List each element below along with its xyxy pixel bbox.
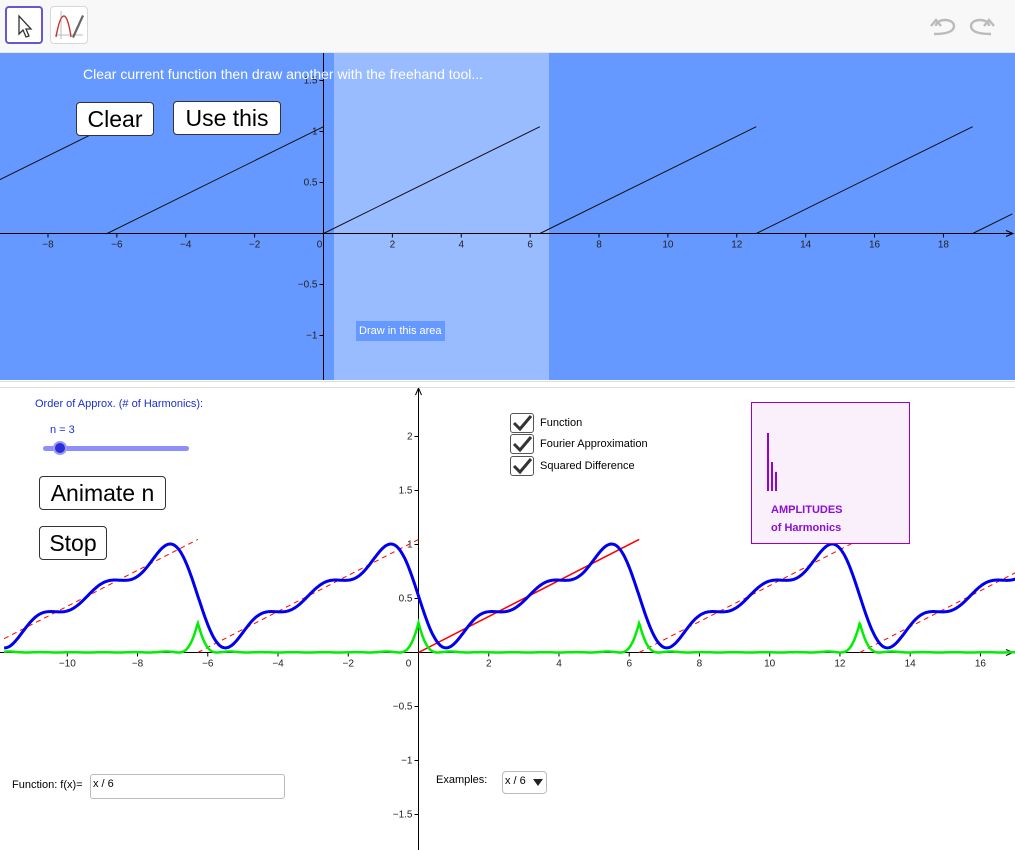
function-label: Function: f(x)=: [12, 779, 83, 791]
x-tick-label: 6: [527, 240, 533, 251]
harmonics-slider-handle[interactable]: [53, 441, 67, 455]
x-tick-label: 8: [596, 240, 602, 251]
y-tick-label: −1: [401, 756, 413, 767]
checkbox-function[interactable]: [510, 413, 534, 433]
x-tick-label: 0: [406, 659, 412, 670]
y-tick-label: 1: [407, 540, 413, 551]
y-tick-label: −0.5: [393, 702, 413, 713]
x-tick-label: −4: [272, 659, 284, 670]
dropdown-arrow-icon: [533, 779, 543, 786]
function-segment: [323, 126, 541, 234]
examples-label: Examples:: [436, 774, 488, 786]
x-tick-label: 4: [556, 659, 562, 670]
instruction-text: Clear current function then draw another…: [83, 66, 484, 82]
y-tick-label: 1.5: [304, 76, 318, 87]
x-tick-label: −2: [249, 240, 261, 251]
function-segment: [972, 213, 1013, 234]
checkbox-fourier-approximation[interactable]: [510, 434, 534, 454]
x-tick-label: 14: [800, 240, 812, 251]
y-axis-arrow: [415, 388, 422, 396]
amplitudes-chart: [767, 433, 777, 491]
function-input[interactable]: x / 6: [90, 774, 285, 799]
checkmark-icon: [512, 415, 533, 432]
undo-icon: [930, 18, 956, 36]
x-tick-label: 2: [390, 240, 396, 251]
checkbox-label: Fourier Approximation: [540, 438, 648, 450]
function-segment: [106, 126, 324, 234]
x-tick-label: 16: [869, 240, 881, 251]
order-label: Order of Approx. (# of Harmonics):: [35, 398, 204, 410]
redo-icon: [969, 18, 995, 36]
x-tick-label: 0: [317, 240, 323, 251]
x-tick-label: 12: [731, 240, 743, 251]
x-tick-label: −6: [202, 659, 214, 670]
x-tick-label: 14: [905, 659, 917, 670]
draw-area-label: Draw in this area: [356, 321, 445, 341]
x-tick-label: 8: [697, 659, 703, 670]
checkmark-icon: [512, 458, 533, 475]
amplitudes-subtitle: of Harmonics: [771, 522, 842, 534]
checkbox-label: Squared Difference: [540, 460, 635, 472]
examples-select[interactable]: x / 6: [502, 771, 547, 794]
amplitudes-title: AMPLITUDES: [771, 504, 843, 516]
x-tick-label: 6: [626, 659, 632, 670]
checkbox-label: Function: [540, 417, 583, 429]
x-tick-label: −8: [42, 240, 54, 251]
freehand-function-icon: [55, 11, 84, 39]
redo-button[interactable]: [965, 12, 997, 40]
fourier-approximation-line: [4, 542, 1015, 650]
panel-divider-2: [0, 387, 1015, 388]
x-tick-label: 12: [834, 659, 846, 670]
use-this-button[interactable]: Use this: [173, 101, 281, 135]
x-tick-label: 18: [938, 240, 950, 251]
squared-difference-line: [4, 618, 1015, 654]
x-tick-label: 10: [764, 659, 776, 670]
y-tick-label: −1.5: [393, 810, 413, 821]
x-axis-arrow: [1005, 230, 1015, 237]
function-segment: [539, 126, 757, 234]
y-tick-label: 1: [312, 127, 318, 138]
fourier-graph[interactable]: −10 −8 −6 −4 −2 0 2 4 6 8 10 12 14 16 2 1.5 1 0.5 −0.5 −1 −1…: [0, 388, 1015, 850]
y-tick-label: −1: [306, 331, 318, 342]
y-tick-label: 0.5: [304, 178, 318, 189]
checkmark-icon: [512, 436, 533, 453]
x-tick-label: 10: [662, 240, 674, 251]
animate-n-button[interactable]: Animate n: [39, 476, 166, 510]
x-tick-label: −8: [132, 659, 144, 670]
freehand-tool-button[interactable]: [50, 6, 88, 44]
y-tick-label: 2: [407, 432, 413, 443]
function-segment: [756, 126, 973, 234]
x-tick-label: −2: [343, 659, 355, 670]
harmonics-slider-track[interactable]: [43, 446, 189, 451]
clear-button[interactable]: Clear: [76, 102, 154, 136]
x-tick-label: 16: [975, 659, 987, 670]
x-tick-label: −10: [59, 659, 76, 670]
drawing-panel: −8 −6 −4 −2 0 2 4 6 8 10 12 14 16 18 1.5 1 0.5 −0.5 −1 Cle…: [0, 53, 1015, 380]
panel-divider: [0, 381, 1015, 382]
toolbar: [0, 0, 1015, 53]
stop-button[interactable]: Stop: [39, 526, 107, 560]
function-dashed-segment: [3, 538, 199, 640]
drawing-graph[interactable]: −8 −6 −4 −2 0 2 4 6 8 10 12 14 16 18 1.5 1 0.5 −0.5 −1: [0, 53, 1015, 380]
y-tick-label: 0.5: [399, 594, 413, 605]
examples-selected-value: x / 6: [505, 775, 526, 787]
checkbox-squared-difference[interactable]: [510, 456, 534, 476]
y-tick-label: −0.5: [298, 280, 318, 291]
x-tick-label: −4: [180, 240, 192, 251]
x-tick-label: 2: [486, 659, 492, 670]
x-tick-label: −6: [111, 240, 123, 251]
move-tool-button[interactable]: [5, 6, 43, 44]
undo-button[interactable]: [928, 12, 960, 40]
n-value-label: n = 3: [50, 424, 75, 436]
amplitudes-box: AMPLITUDES of Harmonics: [751, 402, 910, 544]
y-tick-label: 1.5: [399, 486, 413, 497]
x-tick-label: 4: [458, 240, 464, 251]
move-arrow-icon: [18, 14, 33, 38]
